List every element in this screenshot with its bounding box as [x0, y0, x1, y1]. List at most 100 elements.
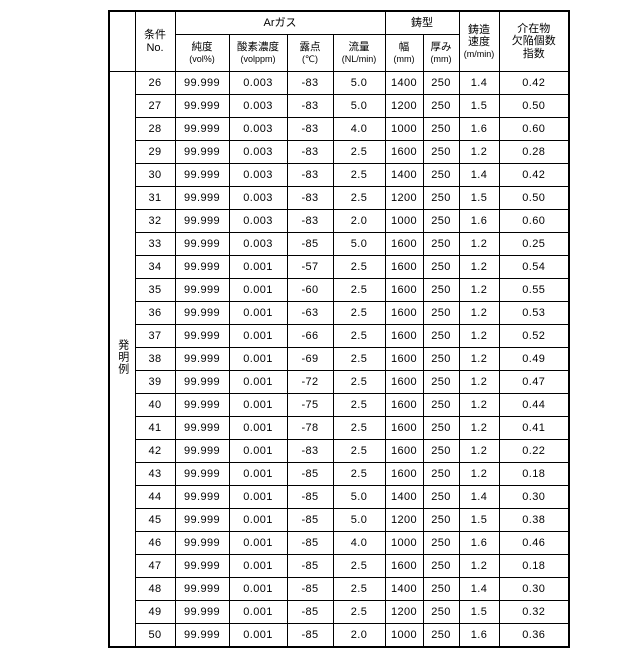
cell-mold-thickness: 250	[422, 462, 460, 486]
cell-oxygen-concentration: 0.001	[228, 508, 288, 532]
cell-dew-point: -85	[286, 577, 334, 601]
cell-casting-speed: 1.6	[458, 623, 500, 648]
cell-condition-no: 40	[134, 393, 176, 417]
cell-purity: 99.999	[174, 531, 230, 555]
cell-dew-point: -69	[286, 347, 334, 371]
cell-defect-index: 0.52	[498, 324, 570, 348]
cell-flow-rate: 2.5	[332, 255, 386, 279]
cell-oxygen-concentration: 0.001	[228, 255, 288, 279]
cell-defect-index: 0.42	[498, 163, 570, 187]
cell-oxygen-concentration: 0.003	[228, 94, 288, 118]
cell-mold-width: 1000	[384, 209, 424, 233]
cell-dew-point: -83	[286, 94, 334, 118]
cell-purity: 99.999	[174, 393, 230, 417]
cell-mold-width: 1600	[384, 416, 424, 440]
cell-defect-index: 0.60	[498, 117, 570, 141]
cell-casting-speed: 1.2	[458, 393, 500, 417]
table-row: 50 99.999 0.001 -85 2.0 1000 250 1.6 0.36	[109, 623, 570, 648]
cell-flow-rate: 5.0	[332, 71, 386, 95]
cell-condition-no: 38	[134, 347, 176, 371]
cell-mold-width: 1600	[384, 278, 424, 302]
cell-dew-point: -83	[286, 163, 334, 187]
cell-mold-width: 1400	[384, 485, 424, 509]
cell-casting-speed: 1.2	[458, 347, 500, 371]
cell-purity: 99.999	[174, 209, 230, 233]
cell-condition-no: 48	[134, 577, 176, 601]
table-row: 39 99.999 0.001 -72 2.5 1600 250 1.2 0.47	[109, 370, 570, 394]
cell-mold-thickness: 250	[422, 623, 460, 648]
cell-defect-index: 0.60	[498, 209, 570, 233]
header-defect-index-line1: 介在物	[517, 23, 551, 36]
cell-purity: 99.999	[174, 462, 230, 486]
cell-defect-index: 0.25	[498, 232, 570, 256]
header-col-purity-label: 純度	[191, 41, 213, 54]
cell-defect-index: 0.28	[498, 140, 570, 164]
cell-defect-index: 0.30	[498, 577, 570, 601]
header-col-oxygen: 酸素濃度 (volppm)	[228, 34, 288, 72]
cell-mold-width: 1400	[384, 577, 424, 601]
cell-flow-rate: 2.5	[332, 324, 386, 348]
cell-flow-rate: 2.5	[332, 278, 386, 302]
cell-purity: 99.999	[174, 278, 230, 302]
header-defect-index-line2: 欠陥個数	[511, 35, 556, 48]
cell-casting-speed: 1.4	[458, 577, 500, 601]
cell-condition-no: 26	[134, 71, 176, 95]
header-col-purity: 純度 (vol%)	[174, 34, 230, 72]
cell-mold-thickness: 250	[422, 278, 460, 302]
cell-flow-rate: 2.5	[332, 186, 386, 210]
cell-purity: 99.999	[174, 301, 230, 325]
cell-condition-no: 49	[134, 600, 176, 624]
cell-purity: 99.999	[174, 370, 230, 394]
header-col-thickness: 厚み (mm)	[422, 34, 460, 72]
table-row: 43 99.999 0.001 -85 2.5 1600 250 1.2 0.18	[109, 462, 570, 486]
cell-flow-rate: 5.0	[332, 508, 386, 532]
cell-oxygen-concentration: 0.003	[228, 209, 288, 233]
cell-purity: 99.999	[174, 163, 230, 187]
cell-mold-thickness: 250	[422, 301, 460, 325]
cell-oxygen-concentration: 0.001	[228, 577, 288, 601]
cell-mold-thickness: 250	[422, 255, 460, 279]
header-row-groups: 条件 No. Arガス 鋳型 鋳造 速度 (m/min) 介在物 欠陥個数 指数	[108, 10, 570, 72]
cell-flow-rate: 2.5	[332, 577, 386, 601]
cell-casting-speed: 1.2	[458, 462, 500, 486]
cell-oxygen-concentration: 0.001	[228, 439, 288, 463]
cell-flow-rate: 2.5	[332, 140, 386, 164]
cell-dew-point: -75	[286, 393, 334, 417]
cell-flow-rate: 5.0	[332, 94, 386, 118]
cell-dew-point: -85	[286, 485, 334, 509]
cell-mold-width: 1600	[384, 232, 424, 256]
cell-dew-point: -85	[286, 554, 334, 578]
cell-dew-point: -83	[286, 209, 334, 233]
cell-oxygen-concentration: 0.003	[228, 140, 288, 164]
table-header: 条件 No. Arガス 鋳型 鋳造 速度 (m/min) 介在物 欠陥個数 指数	[108, 10, 570, 72]
cell-casting-speed: 1.2	[458, 416, 500, 440]
cell-condition-no: 50	[134, 623, 176, 648]
header-col-dew-point-label: 露点	[299, 41, 321, 54]
header-col-purity-unit: (vol%)	[189, 53, 215, 64]
cell-dew-point: -85	[286, 232, 334, 256]
cell-mold-width: 1600	[384, 301, 424, 325]
table-row: 48 99.999 0.001 -85 2.5 1400 250 1.4 0.30	[109, 577, 570, 601]
cell-flow-rate: 2.5	[332, 462, 386, 486]
cell-flow-rate: 2.5	[332, 347, 386, 371]
cell-casting-speed: 1.5	[458, 600, 500, 624]
row-group-label-invention-examples: 発明例	[108, 71, 136, 648]
cell-flow-rate: 2.0	[332, 209, 386, 233]
header-col-width-unit: (mm)	[393, 53, 415, 64]
cell-defect-index: 0.41	[498, 416, 570, 440]
table-row: 40 99.999 0.001 -75 2.5 1600 250 1.2 0.44	[109, 393, 570, 417]
cell-defect-index: 0.54	[498, 255, 570, 279]
cell-mold-width: 1000	[384, 117, 424, 141]
cell-condition-no: 32	[134, 209, 176, 233]
cell-dew-point: -83	[286, 71, 334, 95]
cell-purity: 99.999	[174, 554, 230, 578]
cell-mold-width: 1600	[384, 370, 424, 394]
table-row: 38 99.999 0.001 -69 2.5 1600 250 1.2 0.49	[109, 347, 570, 371]
cell-condition-no: 36	[134, 301, 176, 325]
cell-casting-speed: 1.2	[458, 232, 500, 256]
cell-mold-thickness: 250	[422, 232, 460, 256]
cell-oxygen-concentration: 0.001	[228, 485, 288, 509]
cell-purity: 99.999	[174, 186, 230, 210]
cell-casting-speed: 1.5	[458, 508, 500, 532]
cell-flow-rate: 4.0	[332, 531, 386, 555]
